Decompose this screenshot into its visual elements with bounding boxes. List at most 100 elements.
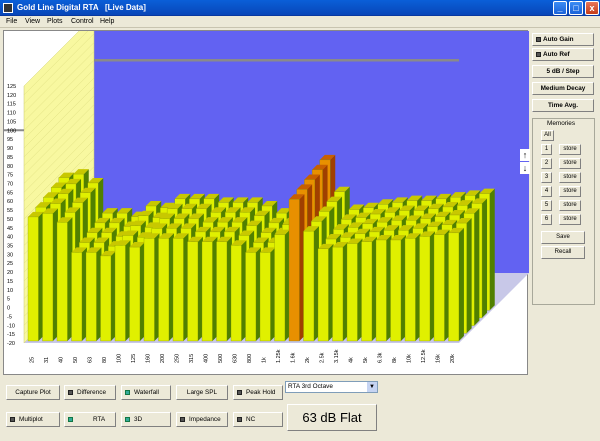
bar-top [303, 226, 319, 232]
memory-4-store-button[interactable]: store [559, 186, 581, 197]
left-axis-tick-label: 75 [7, 173, 13, 179]
dropdown-arrow-icon[interactable]: ▼ [367, 382, 377, 392]
memory-6-button[interactable]: 6 [541, 214, 552, 225]
bar-top [115, 240, 131, 246]
bar-top [28, 211, 44, 217]
led-on-icon [125, 390, 130, 395]
memories-label: Memories [547, 120, 576, 127]
bar-top [145, 200, 162, 206]
bar-top [51, 182, 67, 188]
bar-top [101, 227, 117, 233]
analysis-mode-select[interactable]: RTA 3rd Octave ▼ [285, 381, 378, 393]
menu-file[interactable]: File [6, 18, 18, 25]
recall-button[interactable]: Recall [541, 246, 585, 259]
time-avg-button[interactable]: Time Avg. [532, 99, 594, 112]
bar-top [231, 240, 247, 246]
menu-plots[interactable]: Plots [47, 18, 63, 25]
save-button[interactable]: Save [541, 231, 585, 244]
peak-hold-button[interactable]: Peak Hold [233, 385, 283, 400]
wall-gridline [23, 104, 95, 175]
bar-top [457, 200, 473, 206]
bar-side [226, 236, 232, 341]
bar [129, 246, 141, 342]
menu-help[interactable]: Help [100, 18, 115, 25]
memory-3-button[interactable]: 3 [541, 172, 552, 183]
title-bar: Gold Line Digital RTA [Live Data] _ □ x [0, 0, 600, 16]
bar-side [96, 247, 102, 341]
bar [332, 246, 344, 342]
bar-top [210, 207, 227, 213]
auto-ref-button[interactable]: Auto Ref [532, 48, 594, 61]
scale-arrows: ↑ ↓ [520, 149, 530, 175]
bar-top [202, 217, 219, 223]
x-tick-label: 31 [44, 357, 50, 363]
memory-4-button[interactable]: 4 [541, 186, 552, 197]
left-axis-tick-label: 90 [7, 146, 13, 152]
bar [143, 238, 155, 342]
bar-top [196, 203, 212, 209]
bar-top [347, 238, 363, 244]
memory-1-store-button[interactable]: store [559, 144, 581, 155]
x-tick-label: 250 [174, 354, 180, 363]
wall-gridline [23, 139, 95, 211]
left-axis-tick-label: 110 [7, 111, 16, 117]
bar-top [129, 242, 145, 248]
memory-3-store-button[interactable]: store [559, 172, 581, 183]
x-tick-label: 5k [363, 357, 369, 363]
memory-6-store-button[interactable]: store [559, 214, 581, 225]
bar [361, 241, 373, 342]
bar-top [73, 169, 89, 175]
bar-top [261, 200, 278, 206]
left-axis-tick-label: 40 [7, 235, 13, 241]
bar-top [218, 197, 234, 203]
memory-5-store-button[interactable]: store [559, 200, 581, 211]
left-axis-tick-label: 65 [7, 190, 13, 196]
bar [201, 241, 213, 342]
x-tick-label: 160 [145, 354, 151, 363]
bar-top [376, 234, 392, 240]
left-axis-tick-label: -20 [7, 341, 15, 347]
scale-up-arrow-icon[interactable]: ↑ [520, 149, 530, 161]
scale-down-arrow-icon[interactable]: ↓ [520, 162, 530, 174]
capture-plot-button[interactable]: Capture Plot [6, 385, 60, 400]
bar-top [413, 205, 430, 211]
3d-button[interactable]: 3D [121, 412, 171, 427]
db-step-button[interactable]: 5 dB / Step [532, 65, 594, 78]
bar-top [138, 210, 154, 216]
large-spl-button[interactable]: Large SPL [176, 385, 228, 400]
memory-5-button[interactable]: 5 [541, 200, 552, 211]
bar-top [203, 193, 220, 199]
nc-button[interactable]: NC [233, 412, 283, 427]
auto-gain-button[interactable]: Auto Gain [532, 33, 594, 46]
bar-top [116, 208, 133, 214]
memory-2-store-button[interactable]: store [559, 158, 581, 169]
level-display: 63 dB Flat [287, 404, 377, 431]
menu-view[interactable]: View [25, 18, 41, 25]
waterfall-button[interactable]: Waterfall [121, 385, 171, 400]
x-tick-label: 40 [58, 357, 64, 363]
app-icon [3, 3, 13, 13]
left-axis-tick-label: 50 [7, 217, 13, 223]
memory-1-button[interactable]: 1 [541, 144, 552, 155]
memory-2-button[interactable]: 2 [541, 158, 552, 169]
bar-top [130, 220, 146, 226]
bar-top [72, 197, 88, 203]
bar-top [390, 234, 406, 240]
close-button[interactable]: x [585, 1, 599, 15]
led-icon [536, 37, 541, 42]
decay-button[interactable]: Medium Decay [532, 82, 594, 95]
maximize-button[interactable]: □ [569, 1, 583, 15]
bar [274, 234, 286, 342]
memory-all-button[interactable]: All [541, 130, 554, 141]
x-tick-label: 800 [247, 354, 253, 363]
rta-button[interactable]: RTA [64, 412, 116, 427]
multiplot-button[interactable]: Multiplot [6, 412, 60, 427]
difference-button[interactable]: Difference [64, 385, 116, 400]
minimize-button[interactable]: _ [553, 1, 567, 15]
bar-top [354, 228, 371, 234]
impedance-button[interactable]: Impedance [176, 412, 228, 427]
left-axis-tick-label: -5 [7, 314, 12, 320]
menu-control[interactable]: Control [71, 18, 94, 25]
bar-top [202, 236, 218, 242]
bar-top [80, 187, 96, 193]
